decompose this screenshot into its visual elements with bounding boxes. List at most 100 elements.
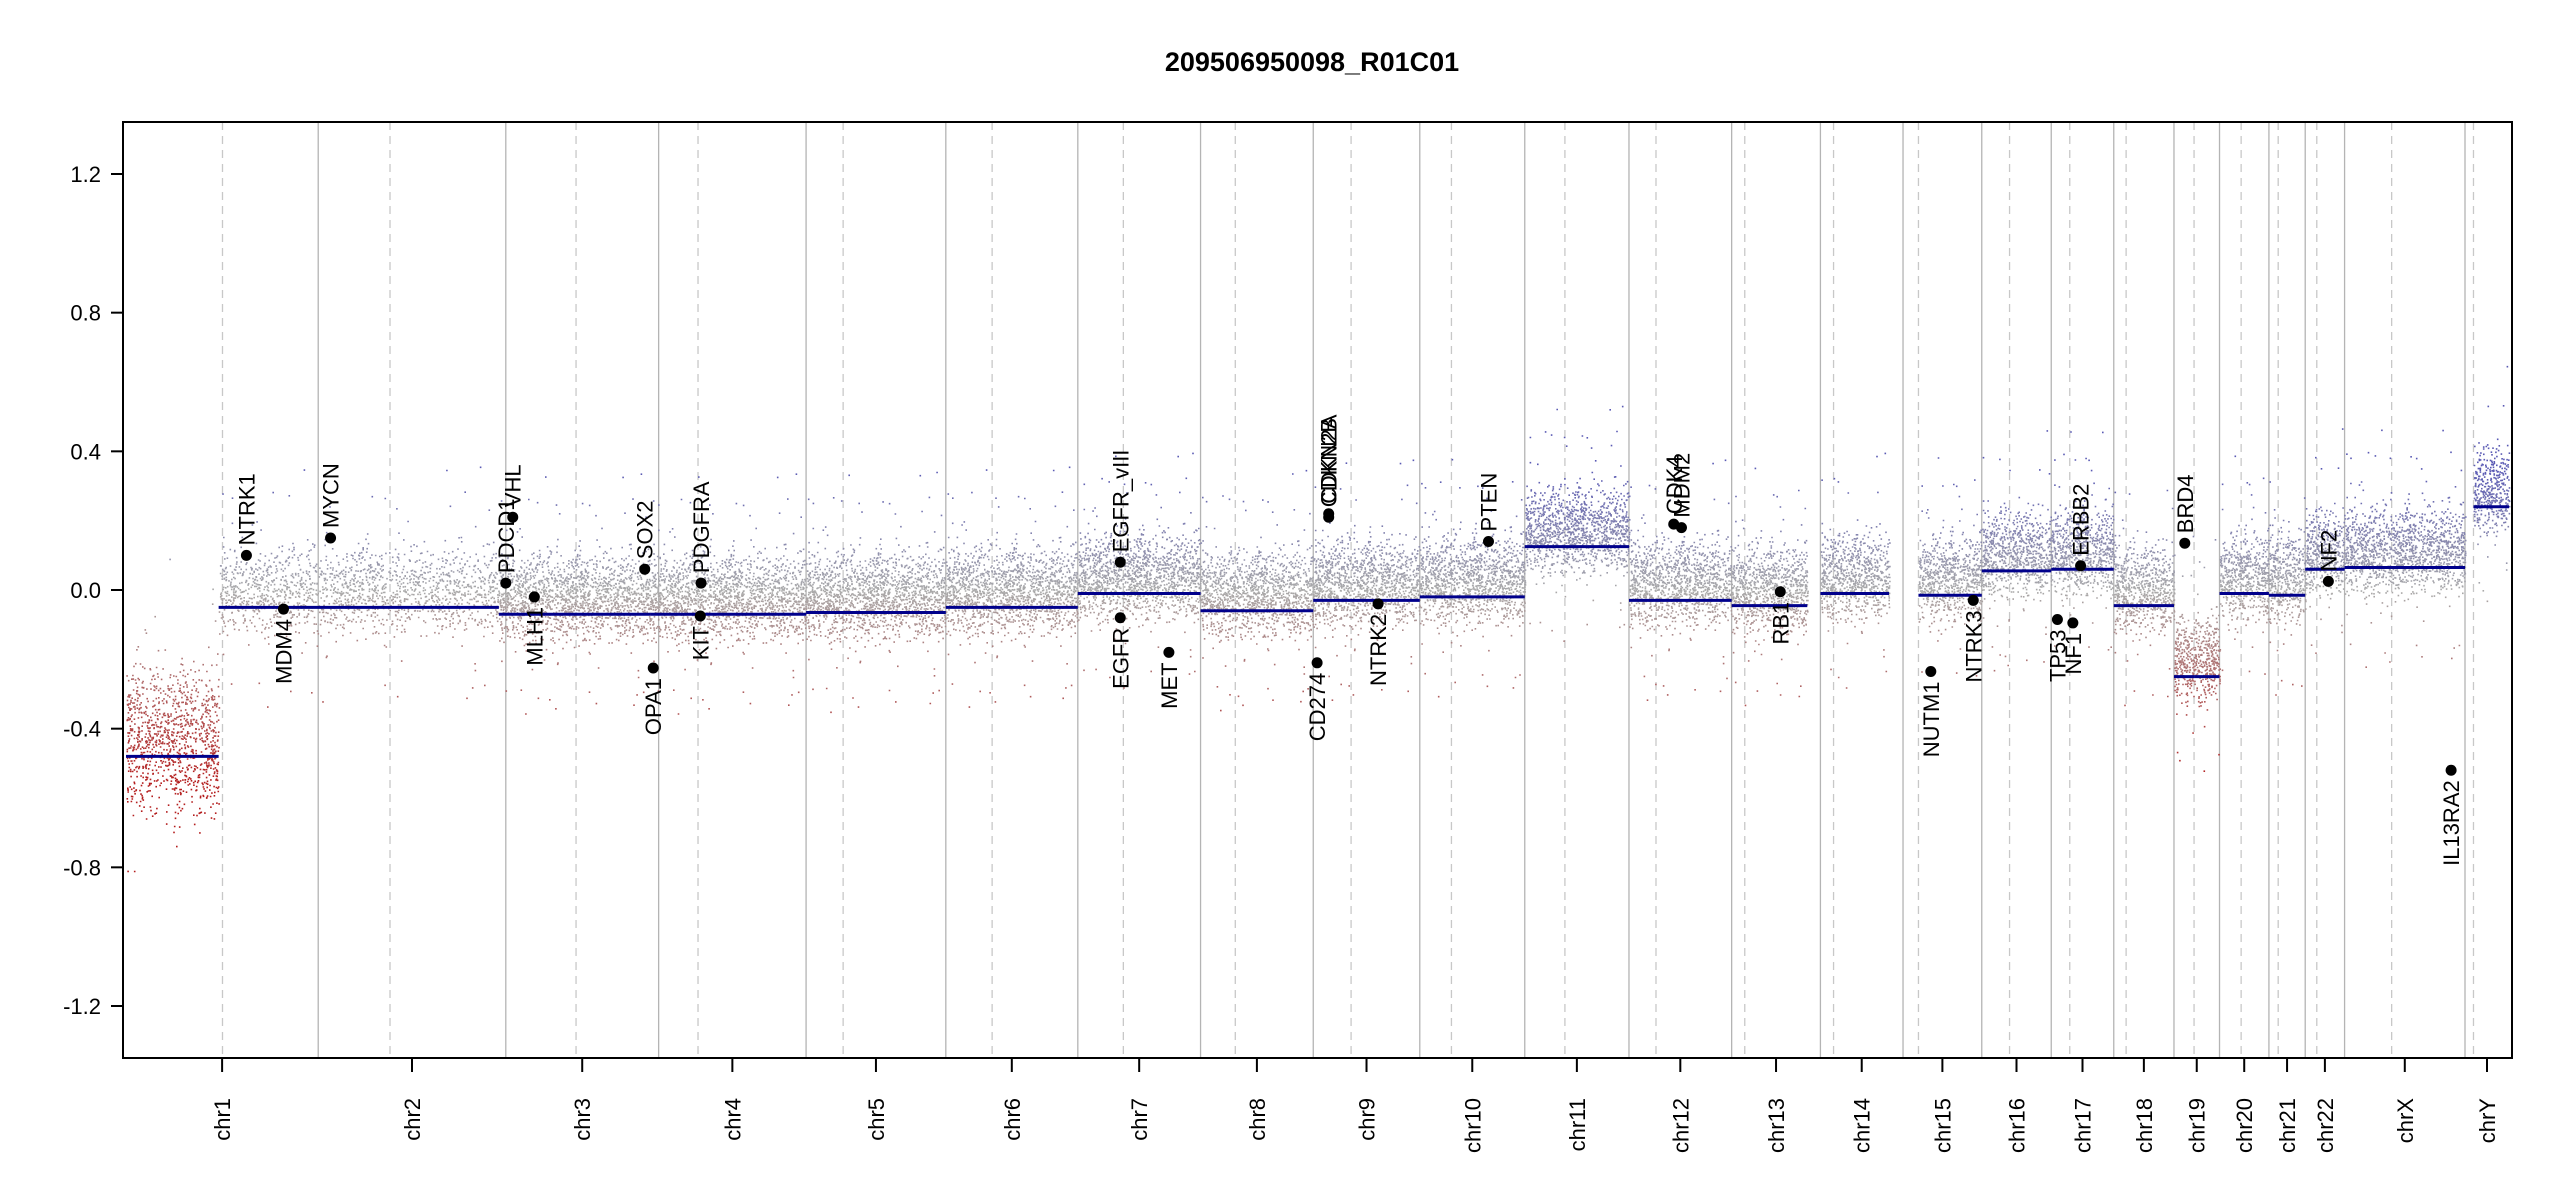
y-tick-label: 0.8	[70, 301, 101, 326]
probe-point	[179, 671, 2214, 674]
gene-label: NUTM1	[1919, 681, 1944, 757]
gene-label: CDKN2B	[1317, 418, 1342, 507]
gene-point	[1323, 511, 1335, 523]
probe-point	[446, 469, 2506, 473]
gene-label: MYCN	[319, 463, 344, 528]
probe-point	[223, 536, 2465, 540]
chromosome-label: chr10	[1460, 1098, 1485, 1153]
probe-point	[501, 637, 2211, 640]
probe-point	[230, 580, 2466, 584]
probe-point	[1144, 481, 2505, 485]
probe-point	[144, 628, 2230, 632]
probe-point	[128, 732, 210, 735]
probe-point	[127, 759, 2181, 763]
gene-label: NTRK3	[1961, 610, 1986, 682]
probe-point	[129, 717, 202, 721]
probe-point	[219, 565, 2466, 569]
gene-label: MLH1	[522, 607, 547, 666]
gene-label: CD274	[1305, 673, 1330, 741]
chromosome-label: chr15	[1930, 1098, 1955, 1153]
probe-point	[129, 726, 216, 730]
probe-point	[226, 589, 2485, 593]
gene-point	[639, 563, 651, 575]
probe-point	[129, 709, 1222, 712]
chromosome-label: chr7	[1127, 1098, 1152, 1141]
probe-point	[127, 679, 2283, 682]
chromosome-label: chr9	[1355, 1098, 1380, 1141]
probe-point	[936, 471, 2503, 474]
probe-point	[396, 507, 2507, 511]
gene-label: CDKN2A	[1317, 414, 1342, 504]
chromosome-label: chr5	[864, 1098, 889, 1141]
gene-label: PDGFRA	[689, 481, 714, 573]
gene-point	[1163, 646, 1175, 658]
probe-point	[223, 622, 2298, 625]
chromosome-label: chr19	[2185, 1098, 2210, 1153]
probe-point	[264, 637, 2198, 640]
y-tick-label: -0.8	[63, 855, 101, 880]
probe-point	[169, 557, 2465, 561]
probe-point	[140, 752, 2220, 756]
probe-point	[449, 504, 2508, 508]
probe-point	[640, 472, 2507, 476]
probe-point	[247, 583, 2458, 587]
probe-point	[219, 632, 2293, 636]
chromosome-label: chr16	[2004, 1098, 2029, 1153]
chromosome-label: chr21	[2275, 1098, 2300, 1153]
probe-point	[536, 501, 2507, 505]
probe-point	[1821, 478, 2510, 482]
x-axis: chr1 chr2 chr3 chr4 chr5 chr6 chr7 chr8 chr9 chr1…	[210, 1058, 2500, 1153]
chromosome-label: chr2	[400, 1098, 425, 1141]
probe-point	[145, 763, 219, 767]
plot-frame	[122, 121, 2513, 1059]
probe-point	[221, 568, 2508, 572]
probe-point	[264, 626, 2208, 629]
probe-point	[136, 775, 208, 779]
gene-label: TP53	[2045, 629, 2070, 682]
probe-point	[149, 668, 2224, 672]
chromosome-label: chr8	[1245, 1098, 1270, 1141]
probe-point	[226, 555, 2489, 559]
probe-point	[1110, 534, 2488, 537]
gene-point	[240, 549, 252, 561]
y-axis: 1.2 0.8 0.4 0.0 -0.4 -0.8 -1.2	[63, 162, 123, 1019]
chromosome-label: chr13	[1764, 1098, 1789, 1153]
probe-point	[128, 747, 216, 751]
gene-point	[1482, 535, 1494, 547]
probe-point	[143, 758, 214, 761]
probe-point	[129, 768, 215, 771]
probe-point	[223, 569, 2449, 573]
probe-point	[231, 522, 2497, 525]
probe-point	[230, 583, 2458, 586]
probe-point	[245, 552, 2466, 556]
probe-point	[1084, 535, 2498, 538]
probe-point	[128, 737, 209, 741]
probe-point	[365, 638, 2236, 642]
probe-point	[211, 602, 2368, 606]
gene-point	[694, 610, 706, 622]
probe-point	[152, 675, 2222, 678]
probe-point	[126, 748, 215, 752]
probe-point	[545, 475, 2509, 479]
gene-label: PDCD1	[494, 498, 519, 573]
probe-point	[241, 607, 2307, 610]
probe-point	[233, 620, 2373, 624]
probe-point	[126, 718, 220, 722]
probe-point	[528, 498, 2507, 501]
chromosome-label: chr18	[2132, 1098, 2157, 1153]
probe-point	[225, 604, 2451, 608]
probe-point	[155, 761, 220, 764]
chromosome-label: chr11	[1565, 1098, 1590, 1151]
gene-label: OPA1	[641, 678, 666, 735]
probe-point	[130, 714, 218, 718]
probe-point	[142, 721, 215, 725]
gene-label: NTRK1	[234, 473, 259, 545]
gene-point	[2075, 560, 2087, 572]
probe-point	[272, 491, 2502, 494]
probe-point	[514, 650, 2213, 654]
chromosome-label: chr3	[570, 1098, 595, 1141]
probe-point	[127, 769, 2206, 772]
gene-label: NTRK2	[1366, 614, 1391, 686]
probe-point	[154, 615, 2393, 619]
